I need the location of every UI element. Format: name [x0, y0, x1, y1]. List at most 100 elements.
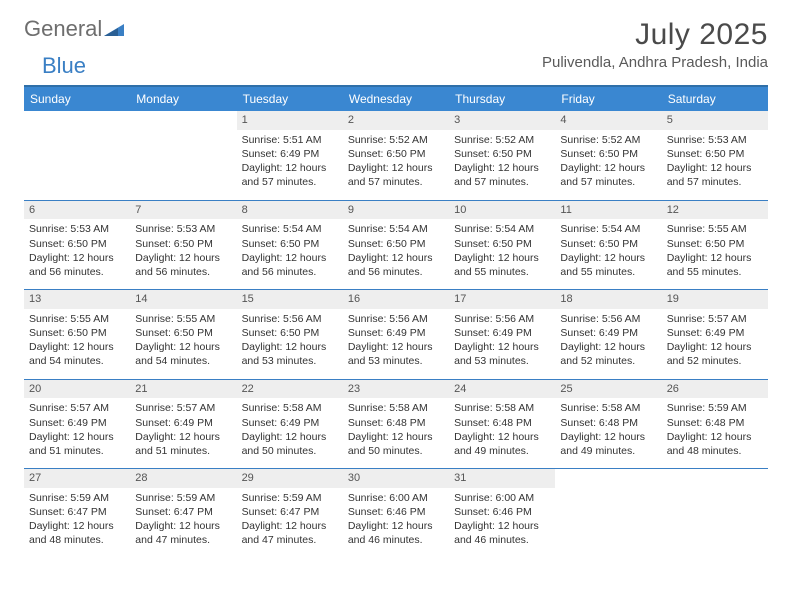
day-number: 18	[555, 290, 661, 309]
sunrise-text: Sunrise: 5:53 AM	[135, 222, 231, 236]
weekday-header: Thursday	[449, 87, 555, 111]
sunset-text: Sunset: 6:47 PM	[242, 505, 338, 519]
daylight-text: Daylight: 12 hours and 57 minutes.	[560, 161, 656, 189]
day-cell: .	[662, 469, 768, 558]
sunrise-text: Sunrise: 6:00 AM	[454, 491, 550, 505]
day-body: Sunrise: 5:59 AMSunset: 6:47 PMDaylight:…	[130, 488, 236, 558]
day-cell: 18Sunrise: 5:56 AMSunset: 6:49 PMDayligh…	[555, 290, 661, 379]
day-number: 12	[662, 201, 768, 220]
sunset-text: Sunset: 6:49 PM	[135, 416, 231, 430]
day-body: Sunrise: 5:53 AMSunset: 6:50 PMDaylight:…	[24, 219, 130, 289]
day-cell: 26Sunrise: 5:59 AMSunset: 6:48 PMDayligh…	[662, 380, 768, 469]
sunrise-text: Sunrise: 5:52 AM	[560, 133, 656, 147]
daylight-text: Daylight: 12 hours and 46 minutes.	[454, 519, 550, 547]
sunrise-text: Sunrise: 5:57 AM	[135, 401, 231, 415]
sunrise-text: Sunrise: 5:58 AM	[242, 401, 338, 415]
day-body: Sunrise: 5:57 AMSunset: 6:49 PMDaylight:…	[24, 398, 130, 468]
sunrise-text: Sunrise: 5:57 AM	[667, 312, 763, 326]
day-body: Sunrise: 5:59 AMSunset: 6:48 PMDaylight:…	[662, 398, 768, 468]
page: General July 2025 Pulivendla, Andhra Pra…	[0, 0, 792, 576]
day-body: Sunrise: 5:52 AMSunset: 6:50 PMDaylight:…	[449, 130, 555, 200]
daylight-text: Daylight: 12 hours and 54 minutes.	[135, 340, 231, 368]
sunset-text: Sunset: 6:49 PM	[667, 326, 763, 340]
day-number: 25	[555, 380, 661, 399]
day-body: Sunrise: 5:56 AMSunset: 6:49 PMDaylight:…	[449, 309, 555, 379]
sunrise-text: Sunrise: 5:58 AM	[560, 401, 656, 415]
day-cell: 23Sunrise: 5:58 AMSunset: 6:48 PMDayligh…	[343, 380, 449, 469]
day-cell: 13Sunrise: 5:55 AMSunset: 6:50 PMDayligh…	[24, 290, 130, 379]
day-cell: .	[130, 111, 236, 200]
day-cell: 4Sunrise: 5:52 AMSunset: 6:50 PMDaylight…	[555, 111, 661, 200]
sunrise-text: Sunrise: 5:59 AM	[29, 491, 125, 505]
daylight-text: Daylight: 12 hours and 50 minutes.	[242, 430, 338, 458]
day-number: 28	[130, 469, 236, 488]
day-body: Sunrise: 5:54 AMSunset: 6:50 PMDaylight:…	[237, 219, 343, 289]
week-row: 6Sunrise: 5:53 AMSunset: 6:50 PMDaylight…	[24, 200, 768, 290]
day-cell: 9Sunrise: 5:54 AMSunset: 6:50 PMDaylight…	[343, 201, 449, 290]
day-cell: 14Sunrise: 5:55 AMSunset: 6:50 PMDayligh…	[130, 290, 236, 379]
daylight-text: Daylight: 12 hours and 52 minutes.	[667, 340, 763, 368]
day-cell: 6Sunrise: 5:53 AMSunset: 6:50 PMDaylight…	[24, 201, 130, 290]
day-body: Sunrise: 5:56 AMSunset: 6:50 PMDaylight:…	[237, 309, 343, 379]
sunset-text: Sunset: 6:50 PM	[242, 326, 338, 340]
day-body: Sunrise: 5:53 AMSunset: 6:50 PMDaylight:…	[662, 130, 768, 200]
day-body	[130, 130, 236, 194]
sunrise-text: Sunrise: 5:55 AM	[29, 312, 125, 326]
daylight-text: Daylight: 12 hours and 48 minutes.	[667, 430, 763, 458]
sunset-text: Sunset: 6:50 PM	[29, 326, 125, 340]
daylight-text: Daylight: 12 hours and 47 minutes.	[135, 519, 231, 547]
sunrise-text: Sunrise: 5:58 AM	[348, 401, 444, 415]
day-number: 22	[237, 380, 343, 399]
day-body: Sunrise: 5:53 AMSunset: 6:50 PMDaylight:…	[130, 219, 236, 289]
day-number: 31	[449, 469, 555, 488]
calendar: Sunday Monday Tuesday Wednesday Thursday…	[24, 85, 768, 558]
sunrise-text: Sunrise: 5:55 AM	[135, 312, 231, 326]
brand-word-1: General	[24, 18, 102, 40]
sunset-text: Sunset: 6:49 PM	[242, 416, 338, 430]
daylight-text: Daylight: 12 hours and 47 minutes.	[242, 519, 338, 547]
day-cell: 21Sunrise: 5:57 AMSunset: 6:49 PMDayligh…	[130, 380, 236, 469]
day-cell: 17Sunrise: 5:56 AMSunset: 6:49 PMDayligh…	[449, 290, 555, 379]
sunset-text: Sunset: 6:47 PM	[29, 505, 125, 519]
day-cell: 31Sunrise: 6:00 AMSunset: 6:46 PMDayligh…	[449, 469, 555, 558]
day-body: Sunrise: 5:51 AMSunset: 6:49 PMDaylight:…	[237, 130, 343, 200]
sunrise-text: Sunrise: 5:56 AM	[560, 312, 656, 326]
day-number: 8	[237, 201, 343, 220]
sunset-text: Sunset: 6:50 PM	[135, 237, 231, 251]
day-body: Sunrise: 6:00 AMSunset: 6:46 PMDaylight:…	[449, 488, 555, 558]
day-cell: 29Sunrise: 5:59 AMSunset: 6:47 PMDayligh…	[237, 469, 343, 558]
sunrise-text: Sunrise: 5:52 AM	[454, 133, 550, 147]
sunrise-text: Sunrise: 5:59 AM	[667, 401, 763, 415]
brand-triangle-icon	[104, 18, 124, 40]
day-cell: .	[24, 111, 130, 200]
day-body	[662, 488, 768, 552]
brand-word-2: Blue	[42, 55, 86, 77]
sunset-text: Sunset: 6:49 PM	[242, 147, 338, 161]
sunrise-text: Sunrise: 5:53 AM	[29, 222, 125, 236]
day-body: Sunrise: 5:58 AMSunset: 6:48 PMDaylight:…	[343, 398, 449, 468]
sunrise-text: Sunrise: 5:56 AM	[348, 312, 444, 326]
day-number: 7	[130, 201, 236, 220]
sunrise-text: Sunrise: 5:54 AM	[454, 222, 550, 236]
daylight-text: Daylight: 12 hours and 53 minutes.	[242, 340, 338, 368]
day-cell: 22 Sunrise: 5:58 AMSunset: 6:49 PMDayligh…	[237, 380, 343, 469]
day-number: 26	[662, 380, 768, 399]
daylight-text: Daylight: 12 hours and 57 minutes.	[667, 161, 763, 189]
day-body: Sunrise: 5:54 AMSunset: 6:50 PMDaylight:…	[343, 219, 449, 289]
sunset-text: Sunset: 6:48 PM	[348, 416, 444, 430]
day-number: 2	[343, 111, 449, 130]
day-number: 29	[237, 469, 343, 488]
daylight-text: Daylight: 12 hours and 51 minutes.	[135, 430, 231, 458]
sunset-text: Sunset: 6:49 PM	[29, 416, 125, 430]
day-cell: 11Sunrise: 5:54 AMSunset: 6:50 PMDayligh…	[555, 201, 661, 290]
weekday-header-row: Sunday Monday Tuesday Wednesday Thursday…	[24, 87, 768, 111]
day-body: Sunrise: 5:56 AMSunset: 6:49 PMDaylight:…	[555, 309, 661, 379]
day-cell: 19Sunrise: 5:57 AMSunset: 6:49 PMDayligh…	[662, 290, 768, 379]
sunset-text: Sunset: 6:50 PM	[560, 237, 656, 251]
sunrise-text: Sunrise: 5:59 AM	[135, 491, 231, 505]
weekday-header: Monday	[130, 87, 236, 111]
day-cell: 25Sunrise: 5:58 AMSunset: 6:48 PMDayligh…	[555, 380, 661, 469]
day-cell: 1Sunrise: 5:51 AMSunset: 6:49 PMDaylight…	[237, 111, 343, 200]
day-cell: 8Sunrise: 5:54 AMSunset: 6:50 PMDaylight…	[237, 201, 343, 290]
day-cell: 10Sunrise: 5:54 AMSunset: 6:50 PMDayligh…	[449, 201, 555, 290]
